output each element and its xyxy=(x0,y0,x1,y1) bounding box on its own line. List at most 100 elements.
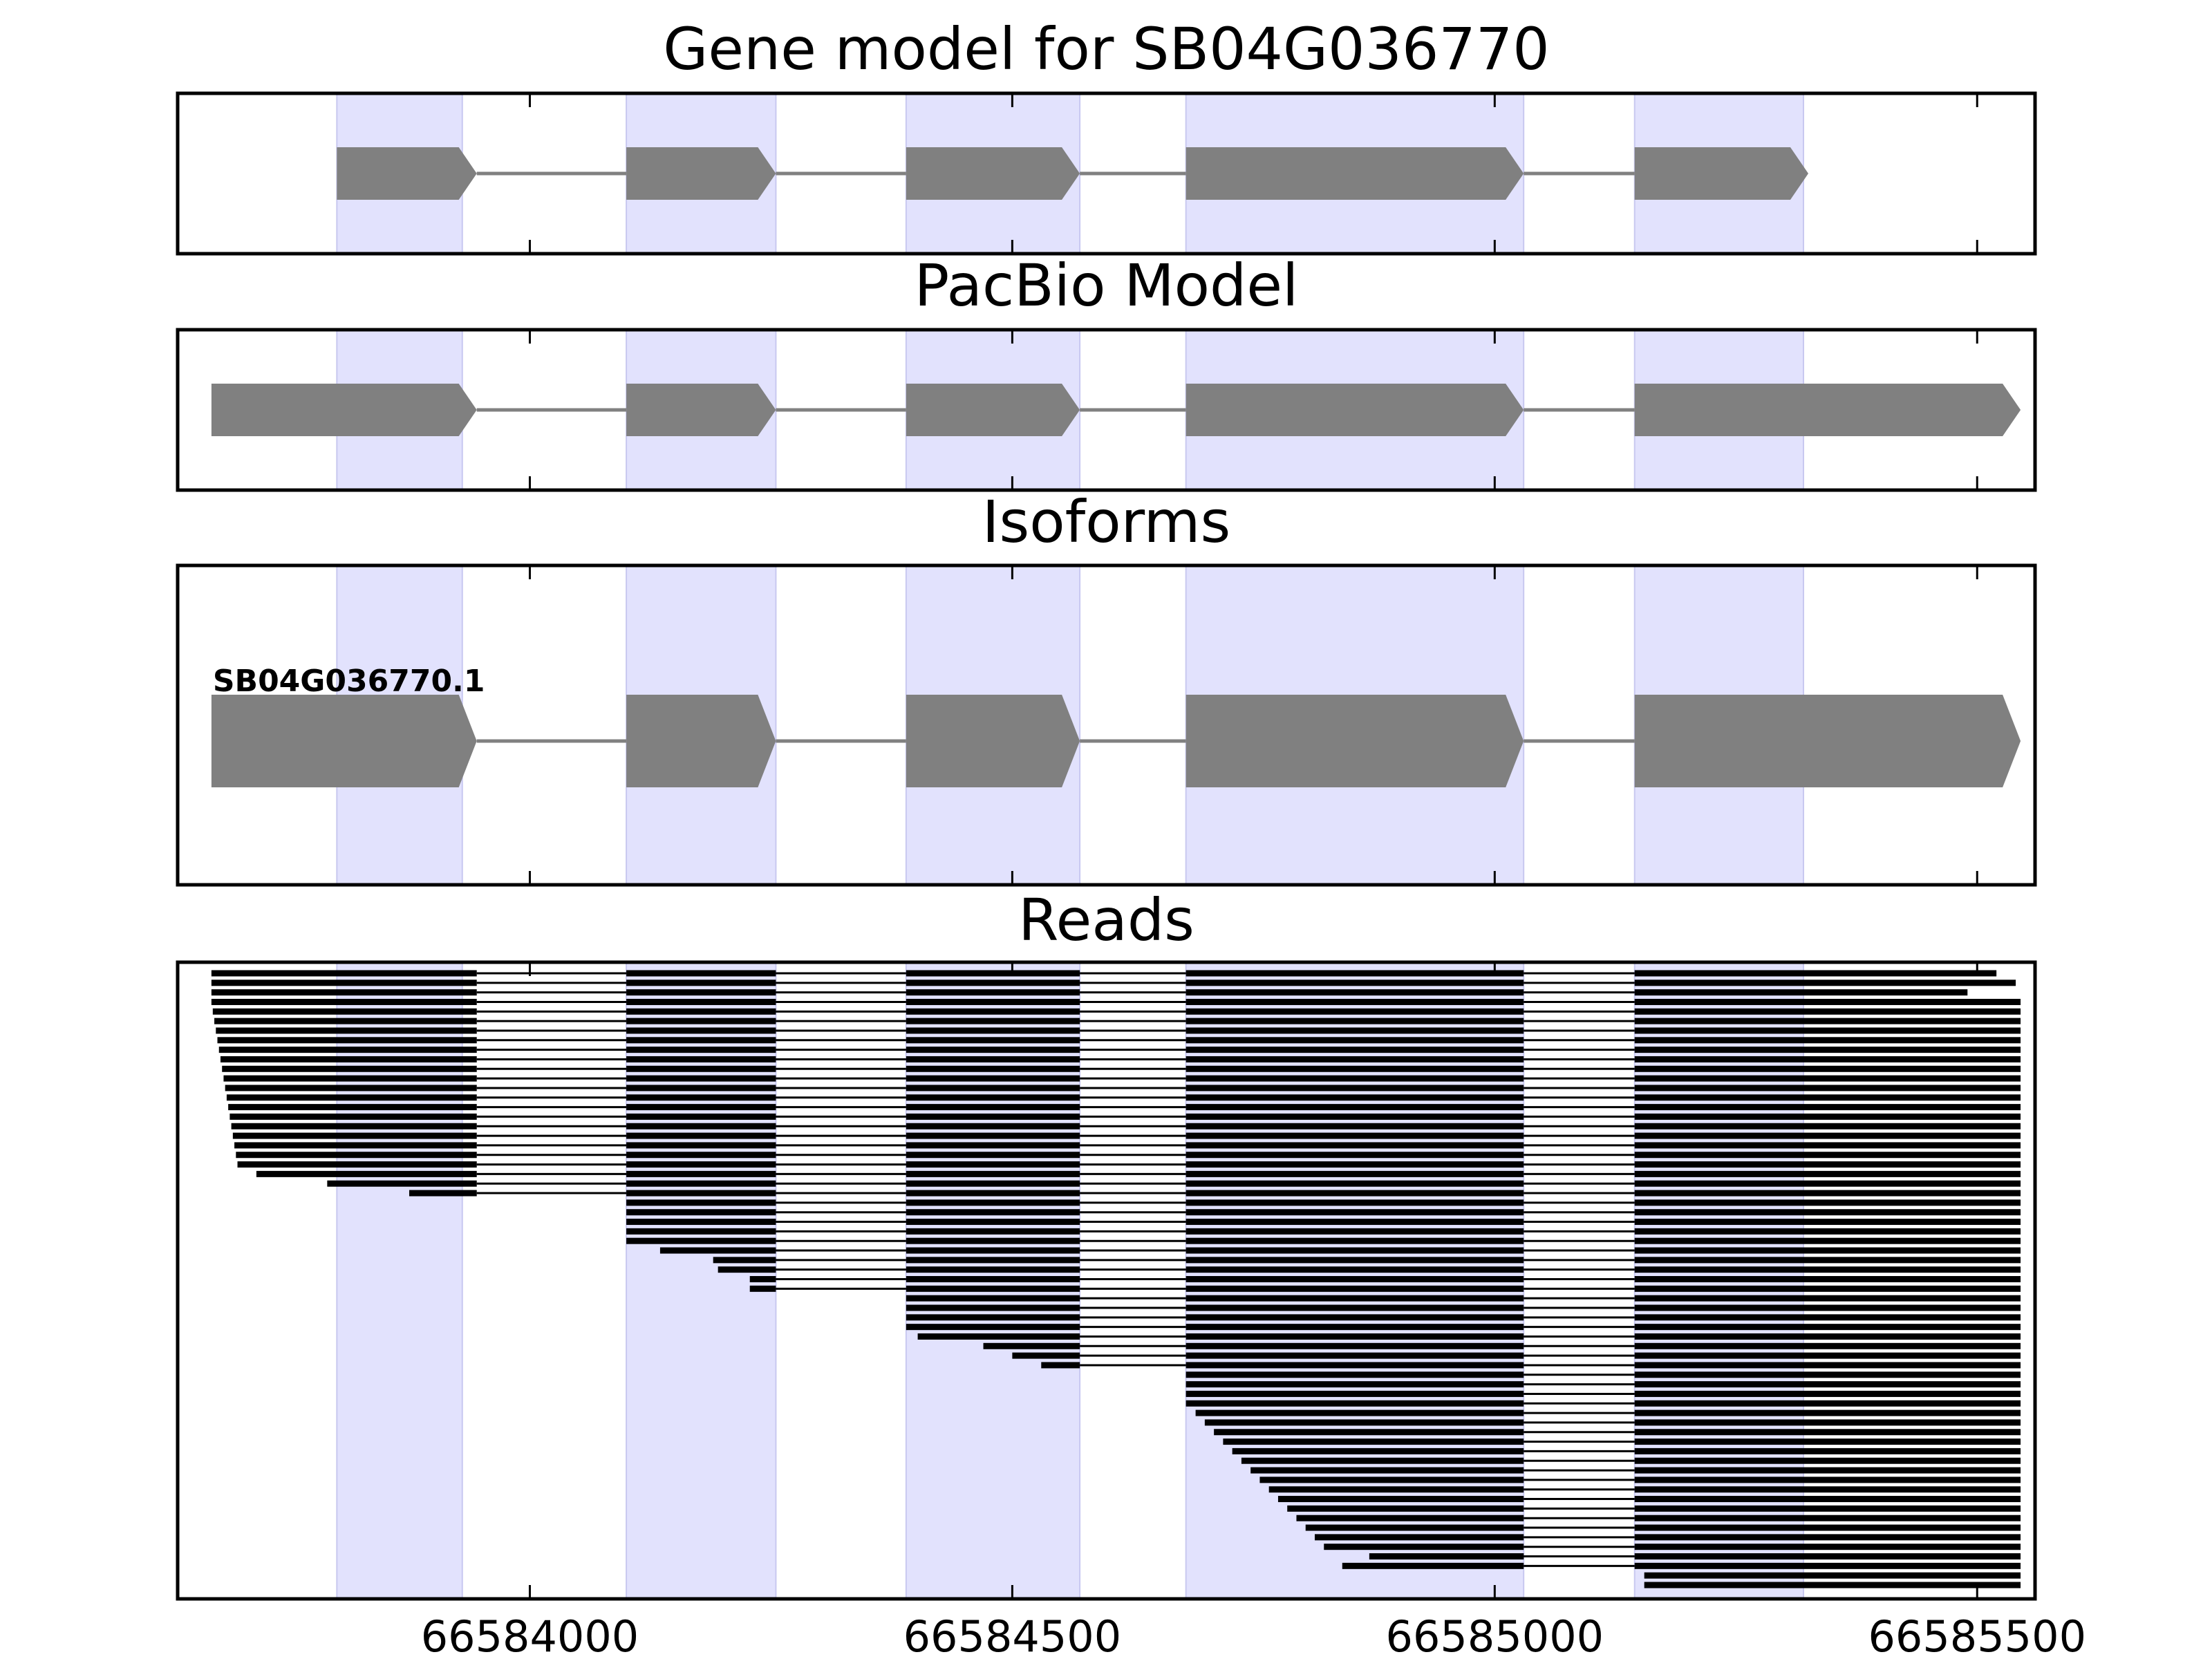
read-block xyxy=(1634,1065,2021,1072)
read-block xyxy=(1634,1075,2021,1082)
read-block xyxy=(220,1056,477,1062)
read-block xyxy=(1185,1056,1524,1062)
read-block xyxy=(906,989,1080,996)
read-block xyxy=(626,1170,776,1177)
read-block xyxy=(1634,1534,2021,1541)
read-block xyxy=(1259,1477,1524,1483)
read-block xyxy=(1185,1199,1524,1206)
isoform-exon xyxy=(1185,695,1524,787)
isoform-exon xyxy=(1634,695,2021,787)
read-block xyxy=(214,1018,477,1024)
read-block xyxy=(1185,1324,1524,1331)
panel-4: Reads xyxy=(176,886,2037,1601)
read-block xyxy=(1185,998,1524,1005)
read-block xyxy=(1185,1047,1524,1053)
read-block xyxy=(1634,1113,2021,1120)
read-block xyxy=(1634,1008,2021,1015)
read-block xyxy=(223,1075,477,1082)
read-block xyxy=(1185,1333,1524,1340)
read-block xyxy=(222,1065,477,1072)
read-block xyxy=(906,1314,1080,1321)
read-block xyxy=(906,1047,1080,1053)
read-block xyxy=(1634,1400,2021,1407)
read-block xyxy=(1305,1524,1524,1531)
panel-2: PacBio Model xyxy=(176,252,2037,492)
read-block xyxy=(626,1209,776,1216)
read-block xyxy=(626,1056,776,1062)
read-block xyxy=(1634,1457,2021,1464)
read-block xyxy=(218,1047,477,1053)
read-block xyxy=(1634,1314,2021,1321)
gene-model-exon xyxy=(1185,384,1524,436)
read-block xyxy=(1634,1219,2021,1226)
read-block xyxy=(1185,1276,1524,1282)
gene-model-exon xyxy=(626,384,776,436)
read-block xyxy=(626,1047,776,1053)
read-block xyxy=(626,1113,776,1120)
read-block xyxy=(1634,1295,2021,1302)
isoform-label: SB04G036770.1 xyxy=(213,664,485,699)
x-tick-label: 66584500 xyxy=(903,1611,1122,1659)
read-block xyxy=(212,1008,477,1015)
read-block xyxy=(906,1285,1080,1292)
read-block xyxy=(1634,1467,2021,1474)
read-block xyxy=(1634,1333,2021,1340)
read-block xyxy=(1634,1381,2021,1388)
read-block xyxy=(1634,1037,2021,1044)
read-block xyxy=(906,1190,1080,1197)
read-block xyxy=(1634,1285,2021,1292)
read-block xyxy=(1634,1085,2021,1091)
read-block xyxy=(1634,989,1968,996)
read-block xyxy=(228,1104,477,1111)
read-block xyxy=(1634,1515,2021,1521)
read-block xyxy=(1634,1486,2021,1493)
gene-model-exon xyxy=(211,384,477,436)
read-block xyxy=(626,1065,776,1072)
read-block xyxy=(1185,1132,1524,1139)
isoform-exon xyxy=(626,695,776,787)
panels: Gene model for SB04G036770 PacBio Model Is… xyxy=(176,15,2086,1659)
read-block xyxy=(1287,1505,1524,1512)
read-block xyxy=(626,980,776,986)
read-block xyxy=(1634,1524,2021,1531)
read-block xyxy=(1634,1199,2021,1206)
read-block xyxy=(1185,1247,1524,1254)
gene-model-exon xyxy=(1634,147,1808,200)
read-block xyxy=(906,1247,1080,1254)
read-block xyxy=(906,1237,1080,1244)
read-block xyxy=(1185,1390,1524,1397)
read-block xyxy=(1324,1544,1524,1550)
read-block xyxy=(1185,1352,1524,1359)
read-block xyxy=(1268,1486,1524,1493)
read-block xyxy=(1342,1562,1524,1569)
read-block xyxy=(1634,1228,2021,1235)
read-block xyxy=(1185,1075,1524,1082)
read-block xyxy=(626,998,776,1005)
read-block xyxy=(1634,1562,2021,1569)
read-block xyxy=(906,1075,1080,1082)
read-block xyxy=(906,1008,1080,1015)
read-block xyxy=(718,1266,776,1273)
read-block xyxy=(231,1123,477,1130)
read-block xyxy=(906,1324,1080,1331)
read-block xyxy=(1185,1008,1524,1015)
read-block xyxy=(1634,1209,2021,1216)
read-block xyxy=(626,1008,776,1015)
read-block xyxy=(1634,1409,2021,1416)
read-block xyxy=(1185,1257,1524,1264)
read-block xyxy=(1185,1170,1524,1177)
read-block xyxy=(1634,980,2016,986)
read-block xyxy=(1634,970,1997,977)
read-block xyxy=(626,1132,776,1139)
read-block xyxy=(906,1085,1080,1091)
read-block xyxy=(626,1094,776,1101)
read-block xyxy=(1185,1094,1524,1101)
read-block xyxy=(917,1333,1080,1340)
read-block xyxy=(1041,1362,1080,1369)
read-block xyxy=(1634,1505,2021,1512)
read-block xyxy=(236,1152,477,1159)
read-block xyxy=(1634,1438,2021,1445)
read-block xyxy=(1634,1190,2021,1197)
read-block xyxy=(906,1304,1080,1311)
read-block xyxy=(906,1295,1080,1302)
